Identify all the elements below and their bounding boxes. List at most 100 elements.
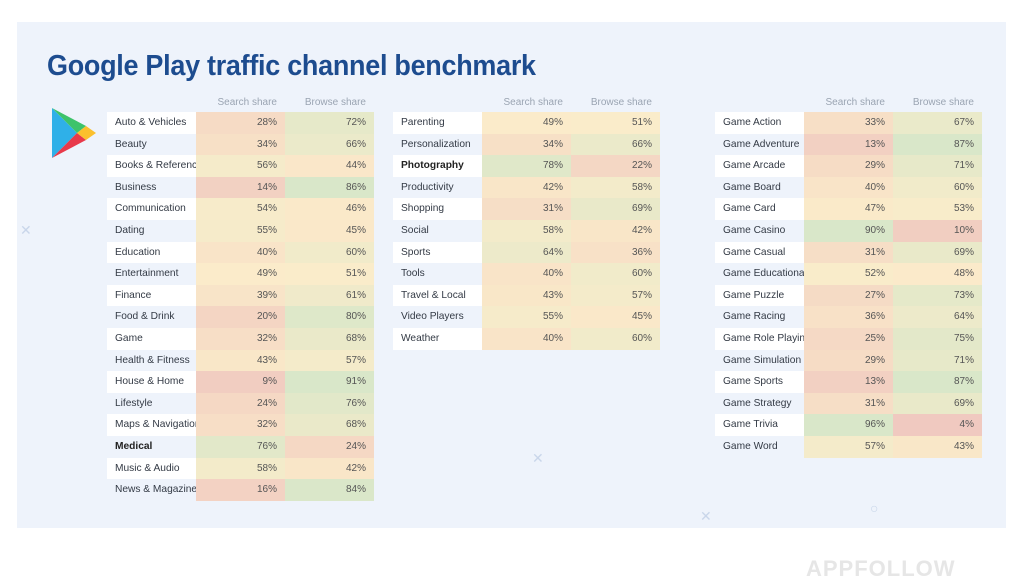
browse-share-cell: 80% [285,306,374,328]
browse-share-cell: 46% [285,198,374,220]
table-row: Game Educational 52% 48% [715,263,982,285]
category-label: Game Sports [715,371,804,393]
category-label: Game Casino [723,224,786,236]
browse-share-cell: 69% [893,392,982,415]
browse-share-cell: 60% [893,176,982,199]
search-share-cell: 96% [804,414,893,436]
search-share-cell: 20% [196,306,285,328]
browse-share-cell: 57% [571,284,660,307]
table-row: Game Arcade 29% 71% [715,155,982,177]
cross-decoration-icon: ✕ [20,222,32,238]
search-share-cell: 32% [196,327,285,350]
category-label: Food & Drink [115,311,175,323]
table-row: Game Sports 13% 87% [715,371,982,393]
browse-share-cell: 48% [893,263,982,285]
browse-share-cell: 61% [285,284,374,307]
table-row: Game Board 40% 60% [715,176,982,199]
search-share-cell: 31% [482,198,571,220]
category-label: Game Educational [723,268,807,280]
category-label: Game Racing [723,311,786,323]
category-label: Entertainment [115,268,179,280]
browse-share-cell: 76% [285,392,374,415]
table-row: Photography 78% 22% [393,155,660,177]
browse-share-cell: 69% [893,241,982,264]
category-label: Weather [393,327,482,350]
table-row: Health & Fitness 43% 57% [107,349,374,372]
table-row: Travel & Local 43% 57% [393,284,660,307]
table-row: Medical 76% 24% [107,435,374,458]
search-share-cell: 55% [482,306,571,328]
search-share-cell: 40% [482,327,571,350]
table-row: House & Home 9% 91% [107,371,374,393]
category-label: Game Adventure [723,138,800,150]
category-label: Finance [107,284,196,307]
table-row: Music & Audio 58% 42% [107,457,374,480]
category-label: Game Card [715,198,804,220]
search-share-cell: 16% [196,479,285,501]
browse-share-cell: 53% [893,198,982,220]
search-share-cell: 31% [804,392,893,415]
search-share-cell: 39% [196,284,285,307]
table-row: Game Racing 36% 64% [715,306,982,328]
category-label: Shopping [393,198,482,220]
table-row: Game Action 33% 67% [715,112,982,134]
search-share-cell: 25% [804,327,893,350]
browse-share-header: Browse share [912,97,974,108]
cross-decoration-icon: ✕ [532,450,544,466]
table-row: Education 40% 60% [107,241,374,264]
table-row: Game Role Playing 25% 75% [715,327,982,350]
table-row: Game Casual 31% 69% [715,241,982,264]
search-share-cell: 33% [804,112,893,134]
category-label: Books & Reference [107,155,203,177]
category-label: Music & Audio [107,457,196,480]
browse-share-cell: 68% [285,414,374,436]
search-share-cell: 28% [196,112,285,134]
search-share-cell: 78% [482,155,571,177]
table-row: Food & Drink 20% 80% [107,306,374,328]
browse-share-cell: 73% [893,284,982,307]
table-row: Finance 39% 61% [107,284,374,307]
search-share-cell: 36% [804,306,893,328]
browse-share-cell: 71% [893,155,982,177]
category-label: Game [107,327,196,350]
table-row: Video Players 55% 45% [393,306,660,328]
category-label: Game Strategy [723,397,792,409]
browse-share-cell: 60% [571,327,660,350]
category-label: Personalization [401,138,471,150]
browse-share-cell: 24% [285,435,374,458]
table-row: Productivity 42% 58% [393,176,660,199]
table-row: Game Card 47% 53% [715,198,982,220]
category-label: Lifestyle [115,397,153,409]
table-row: Lifestyle 24% 76% [107,392,374,415]
search-share-cell: 43% [482,284,571,307]
table-row: Game Trivia 96% 4% [715,414,982,436]
browse-share-cell: 86% [285,176,374,199]
search-share-cell: 13% [804,371,893,393]
browse-share-cell: 66% [571,133,660,156]
search-share-cell: 55% [196,219,285,242]
search-share-cell: 34% [196,133,285,156]
search-share-cell: 40% [196,241,285,264]
browse-share-cell: 87% [893,371,982,393]
category-label: Game Simulation [723,354,802,366]
category-label: Auto & Vehicles [107,112,196,134]
search-share-cell: 56% [196,155,285,177]
search-share-cell: 76% [196,435,285,458]
table-row: Social 58% 42% [393,219,660,242]
category-label: Maps & Navigation [107,414,201,436]
search-share-cell: 24% [196,392,285,415]
category-label: House & Home [107,371,196,393]
table-row: Game Simulation 29% 71% [715,349,982,372]
search-share-cell: 40% [804,176,893,199]
browse-share-cell: 64% [893,306,982,328]
search-share-cell: 29% [804,155,893,177]
search-share-cell: 27% [804,284,893,307]
search-share-cell: 58% [482,219,571,242]
browse-share-cell: 10% [893,219,982,242]
search-share-cell: 29% [804,349,893,372]
google-play-logo-icon [52,108,96,158]
browse-share-header: Browse share [304,97,366,108]
category-label: Communication [107,198,196,220]
browse-share-cell: 51% [571,112,660,134]
category-label: Beauty [115,138,147,150]
